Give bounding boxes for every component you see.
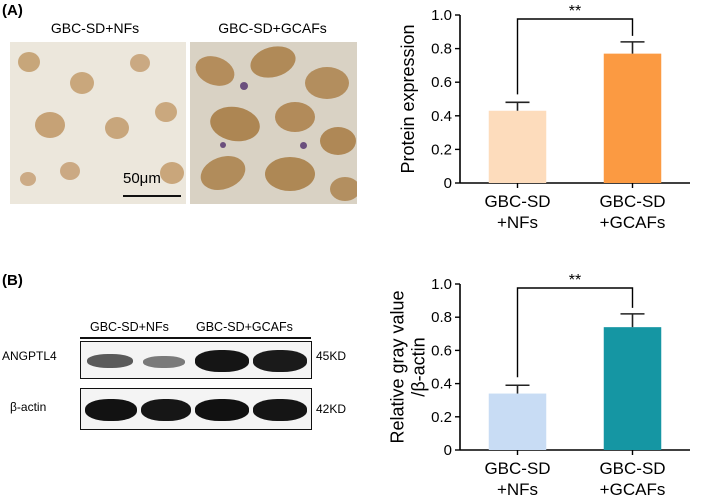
chart-a-bar — [488, 110, 547, 183]
chart-a-significance-label: ** — [569, 3, 581, 20]
chart-b-bar — [488, 393, 547, 450]
microscopy-image-nfs: 50μm — [10, 42, 186, 204]
chart-b-significance-label: ** — [569, 272, 581, 289]
chart-b-y-tick-label: 1.0 — [431, 276, 452, 293]
chart-b-x-tick-label: GBC-SD — [599, 459, 665, 478]
image-label-gcafs: GBC-SD+GCAFs — [218, 20, 327, 36]
chart-a: 0 0.2 0.4 0.6 0.8 1.0 Protein expression GBC-SD… — [398, 3, 690, 232]
chart-a-x-tick-label: +GCAFs — [600, 213, 666, 232]
chart-b-y-tick-label: 0.6 — [431, 342, 452, 359]
chart-a-y-tick-label: 1.0 — [431, 7, 452, 24]
chart-a-y-tick-label: 0.6 — [431, 74, 452, 91]
blot-lane-label-gcafs: GBC-SD+GCAFs — [196, 320, 293, 334]
blot-size-actin: 42KD — [316, 402, 347, 416]
chart-a-bar — [603, 53, 662, 183]
chart-b-y-label: Relative gray value — [388, 290, 408, 443]
chart-b-y-tick-label: 0 — [444, 442, 452, 459]
chart-b-y-label: /β-actin — [409, 337, 429, 396]
chart-a-significance-bracket — [516, 18, 634, 95]
panel-a-label: (A) — [2, 2, 23, 19]
chart-b-y-tick-label: 0.4 — [431, 376, 452, 393]
chart-a-y-tick-label: 0.2 — [431, 141, 452, 158]
panel-b-label: (B) — [2, 272, 23, 289]
chart-a-x-tick-label: GBC-SD — [484, 192, 550, 211]
chart-b-y-tick-label: 0.2 — [431, 409, 452, 426]
chart-a-x-tick-label: GBC-SD — [599, 192, 665, 211]
blot-protein-angptl4: ANGPTL4 — [2, 349, 57, 363]
chart-b-y-tick-label: 0.8 — [431, 309, 452, 326]
blot-row-actin — [80, 388, 312, 430]
chart-a-y-tick-label: 0.8 — [431, 41, 452, 58]
blot-protein-actin: β-actin — [10, 400, 47, 414]
image-label-nfs: GBC-SD+NFs — [50, 20, 140, 36]
blot-lane-label-nfs: GBC-SD+NFs — [90, 320, 169, 334]
chart-b-x-tick-label: +GCAFs — [600, 480, 666, 499]
chart-a-y-label: Protein expression — [398, 24, 418, 173]
blot-row-angptl4 — [80, 341, 312, 379]
chart-a-y-tick-label: 0.4 — [431, 108, 452, 125]
blot-lane-divider — [80, 337, 311, 339]
chart-b-x-tick-label: GBC-SD — [484, 459, 550, 478]
scale-bar — [123, 195, 181, 197]
chart-b-x-tick-label: +NFs — [497, 480, 538, 499]
microscopy-image-gcafs — [190, 42, 357, 204]
chart-a-x-tick-label: +NFs — [497, 213, 538, 232]
chart-a-y-tick-label: 0 — [444, 175, 452, 192]
chart-b: 0 0.2 0.4 0.6 0.8 1.0 Relative gray value/β-ac… — [388, 272, 690, 499]
chart-b-bar — [603, 327, 662, 450]
chart-b-significance-bracket — [516, 287, 634, 378]
scale-bar-label: 50μm — [123, 170, 161, 187]
blot-size-angptl4: 45KD — [316, 349, 347, 363]
